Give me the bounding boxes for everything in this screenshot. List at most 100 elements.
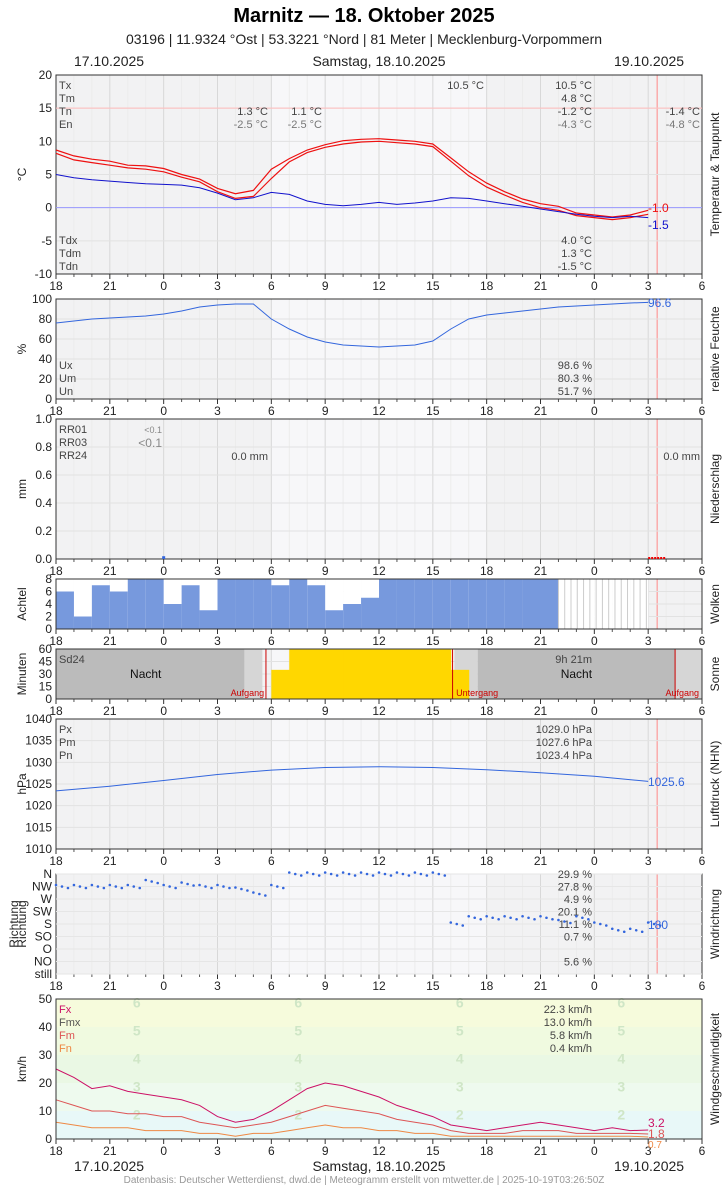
precipitation-xtick-label: 18	[480, 564, 494, 578]
cloud-bar	[91, 585, 111, 629]
temperature-ytick-label: 5	[45, 168, 52, 182]
humidity-ylabel: %	[15, 343, 29, 354]
date-left: 17.10.2025	[74, 53, 145, 69]
cloud-bar	[199, 610, 218, 629]
wind-legend-fn: Fn	[59, 1043, 72, 1055]
winddir-point	[341, 871, 345, 874]
winddir-category: NW	[32, 880, 53, 894]
pressure-xtick-label: 0	[591, 854, 598, 868]
humidity-xtick-label: 3	[214, 404, 221, 418]
clouds-xtick-label: 0	[160, 634, 167, 648]
humidity-xtick-label: 21	[103, 404, 117, 418]
temperature-xtick-label: 12	[372, 279, 386, 293]
temperature-xtick-label: 0	[591, 279, 598, 293]
winddir-point	[323, 871, 327, 874]
humidity-xtick-label: 6	[268, 404, 275, 418]
winddir-stat: 4.9 %	[564, 894, 592, 906]
clouds-xtick-label: 12	[372, 634, 386, 648]
winddir-point	[198, 883, 201, 887]
sun-bar	[289, 649, 308, 699]
right-stat-en: -4.8 °C	[666, 119, 700, 131]
cloud-bar	[379, 579, 398, 629]
dew-end-label: -1.5	[648, 218, 669, 232]
humidity-line	[55, 301, 649, 348]
winddir-point	[646, 921, 650, 924]
wind_speed-xtick-label: 21	[534, 1144, 548, 1158]
temperature-xtick-label: 6	[268, 279, 275, 293]
annot-night-min-1: 1.3 °C	[237, 106, 268, 118]
wind-speed-border	[55, 998, 703, 1140]
winddir-point	[114, 885, 118, 888]
winddir-point	[162, 883, 165, 887]
pressure-side-label: Luftdruck (NHN)	[708, 741, 722, 828]
wind_speed-ytick-label: 30	[39, 1048, 53, 1062]
precipitation-xtick-label: 9	[322, 564, 329, 578]
stat-fm: 5.8 km/h	[550, 1030, 592, 1042]
beaufort-band	[56, 1055, 702, 1083]
humidity-ytick-label: 0	[45, 392, 52, 406]
station-info: 03196 | 11.9324 °Ost | 53.3221 °Nord | 8…	[125, 31, 603, 47]
sun-bar	[307, 649, 326, 699]
temperature-xtick-label: 3	[214, 279, 221, 293]
winddir-point	[413, 871, 417, 874]
clouds-xtick-label: 18	[480, 634, 494, 648]
winddir-point	[293, 872, 297, 876]
winddir-point	[270, 883, 273, 887]
wind_speed-ylabel: km/h	[15, 1056, 29, 1082]
sunshine-ytick-label: 45	[39, 655, 53, 669]
clouds-ylabel: Achtel	[15, 587, 29, 620]
winddir-point	[60, 885, 64, 888]
temperature-legend-en: En	[59, 119, 72, 131]
wind_direction-xtick-label: 18	[49, 979, 63, 993]
tx-line	[55, 138, 649, 218]
humidity-ytick-label: 40	[39, 352, 53, 366]
winddir-point	[252, 891, 255, 894]
wind_direction-xtick-label: 18	[480, 979, 494, 993]
clouds-xtick-label: 21	[103, 634, 117, 648]
footer-date-right: 19.10.2025	[614, 1158, 685, 1174]
cloud-bar	[181, 585, 201, 629]
wind_speed-ytick-label: 0	[45, 1132, 52, 1146]
cloud-bar	[73, 616, 93, 629]
stat-fx: 22.3 km/h	[544, 1004, 592, 1016]
winddir-point	[658, 924, 662, 927]
winddir-point	[652, 922, 656, 926]
winddir-point	[78, 885, 82, 888]
beaufort-label: 4	[617, 1050, 625, 1066]
fn-line	[55, 1121, 649, 1138]
humidity-xtick-label: 6	[699, 404, 706, 418]
temperature-legend-tdx: Tdx	[59, 235, 78, 247]
pressure-xtick-label: 12	[372, 854, 386, 868]
winddir-point	[138, 886, 142, 890]
winddir-point	[180, 881, 183, 884]
temperature-ylabel: °C	[15, 167, 29, 181]
winddir-point	[192, 884, 195, 887]
wind-legend-fm: Fm	[59, 1030, 75, 1042]
temperature-ytick-label: -5	[41, 234, 52, 248]
sun-bar	[361, 649, 380, 699]
precip-bar	[162, 556, 166, 559]
beaufort-label: 6	[294, 994, 302, 1010]
temperature-xtick-label: 21	[534, 279, 548, 293]
winddir-point	[610, 927, 614, 931]
humidity-ytick-label: 60	[39, 332, 53, 346]
sunshine-side-label: Sonne	[708, 656, 722, 691]
humidity-border	[55, 298, 703, 400]
sun-bar	[271, 669, 290, 699]
wind_speed-ytick-label: 10	[39, 1104, 53, 1118]
cloud-bg	[576, 579, 595, 629]
humidity-xtick-label: 3	[645, 404, 652, 418]
pressure-border	[55, 718, 703, 850]
humidity-ytick-label: 100	[32, 292, 52, 306]
winddir-stat: 5.6 %	[564, 957, 592, 969]
clouds-xtick-label: 21	[534, 634, 548, 648]
cloud-bar	[325, 610, 344, 629]
wind_direction-xtick-label: 3	[214, 979, 221, 993]
winddir-point	[419, 872, 423, 876]
precipitation-legend-rr01: RR01	[59, 424, 87, 436]
winddir-point	[150, 880, 154, 883]
cloud-bar	[217, 579, 236, 629]
winddir-point	[102, 886, 106, 890]
precipitation-legend-rr03: RR03	[59, 437, 87, 449]
